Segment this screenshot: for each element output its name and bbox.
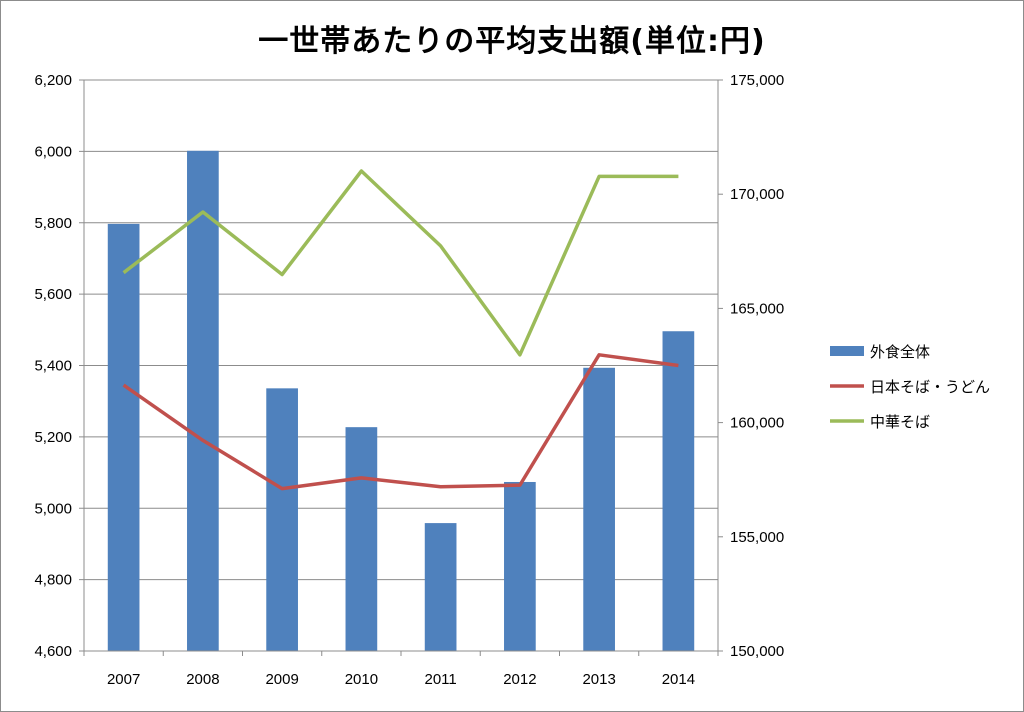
x-tick-label: 2008 bbox=[186, 671, 219, 688]
bar-2014 bbox=[662, 331, 695, 651]
y-right-tick-label: 160,000 bbox=[730, 415, 784, 432]
x-tick-label: 2011 bbox=[424, 671, 456, 688]
y-right-tick-label: 150,000 bbox=[730, 643, 784, 660]
x-tick-label: 2012 bbox=[503, 671, 536, 688]
y-left-tick-label: 5,200 bbox=[34, 429, 72, 446]
y-left-tick-label: 6,200 bbox=[34, 72, 72, 89]
y-left-tick-label: 6,000 bbox=[34, 143, 72, 160]
y-right-tick-label: 155,000 bbox=[730, 529, 784, 546]
y-right-tick-label: 175,000 bbox=[730, 72, 784, 89]
bar-2011 bbox=[424, 523, 457, 651]
y-right-tick-label: 170,000 bbox=[730, 186, 784, 203]
legend-swatch-外食全体 bbox=[830, 346, 864, 356]
bar-series bbox=[107, 150, 695, 651]
y-left-tick-label: 5,000 bbox=[34, 500, 72, 517]
bar-2007 bbox=[107, 223, 140, 651]
x-tick-label: 2009 bbox=[265, 671, 298, 688]
line-series bbox=[122, 169, 679, 491]
y-left-tick-label: 5,600 bbox=[34, 286, 72, 303]
chart-title: 一世帯あたりの平均支出額(単位:円) bbox=[258, 24, 766, 59]
bar-2010 bbox=[345, 427, 378, 651]
bar-2009 bbox=[266, 388, 298, 651]
y-left-tick-label: 4,600 bbox=[34, 643, 72, 660]
bar-2008 bbox=[187, 150, 219, 651]
legend-label-外食全体: 外食全体 bbox=[870, 343, 930, 361]
gridlines bbox=[84, 79, 718, 581]
line-中華そば bbox=[122, 169, 679, 357]
bar-2013 bbox=[583, 367, 615, 651]
y-left-tick-label: 5,800 bbox=[34, 215, 72, 232]
legend-label-中華そば: 中華そば bbox=[870, 413, 930, 431]
y-left-tick-label: 4,800 bbox=[34, 572, 72, 589]
axes bbox=[79, 79, 723, 656]
x-tick-label: 2007 bbox=[107, 671, 140, 688]
x-tick-label: 2014 bbox=[662, 671, 695, 688]
y-left-tick-label: 5,400 bbox=[34, 358, 72, 375]
line-日本そば・うどん bbox=[122, 353, 679, 491]
x-tick-label: 2010 bbox=[345, 671, 378, 688]
bar-2012 bbox=[504, 481, 536, 651]
legend-label-日本そば・うどん: 日本そば・うどん bbox=[870, 378, 990, 396]
y-right-tick-label: 165,000 bbox=[730, 300, 784, 317]
tick-labels: 4,600 4,800 5,000 5,200 5,400 5,600 5,800 6,000… bbox=[34, 72, 784, 688]
x-tick-label: 2013 bbox=[582, 671, 615, 688]
